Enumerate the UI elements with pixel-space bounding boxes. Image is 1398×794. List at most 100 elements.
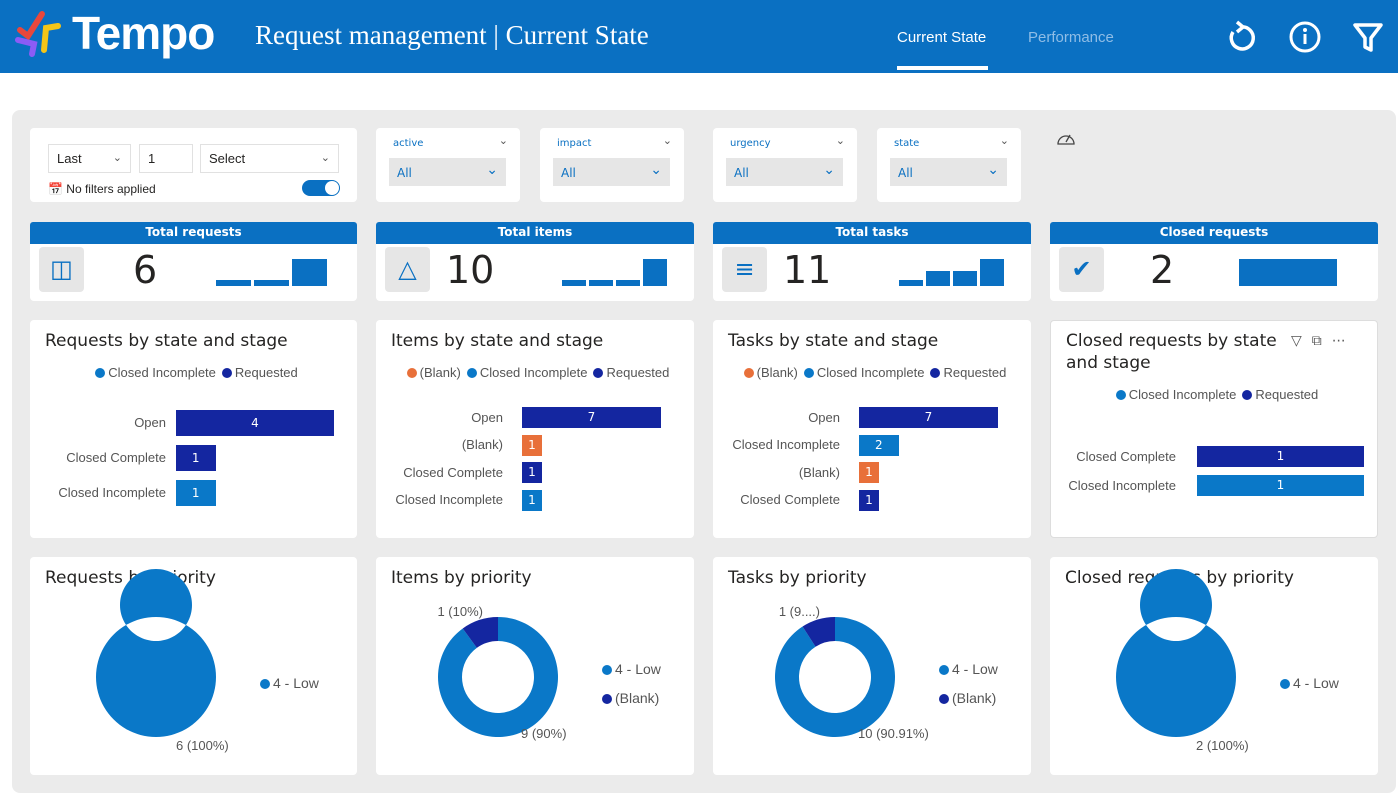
legend-label: 4 - Low bbox=[273, 675, 319, 691]
more-options-icon[interactable]: ⋯ bbox=[1331, 333, 1356, 349]
legend-item[interactable]: Requested bbox=[1236, 387, 1318, 402]
legend-item[interactable]: Closed Incomplete bbox=[798, 365, 924, 380]
donut-slice[interactable] bbox=[95, 569, 216, 737]
tab-current-state[interactable]: Current State bbox=[897, 29, 987, 46]
chart-card[interactable]: Requests by priority 6 (100%) 4 - Low bbox=[30, 557, 357, 775]
chart-legend: 4 - Low bbox=[1280, 669, 1339, 698]
page-title: Request management | Current State bbox=[255, 20, 649, 50]
filter-status: 📅 No filters applied bbox=[48, 182, 156, 196]
donut-data-label: 2 (100%) bbox=[1196, 738, 1249, 753]
bar-category-label: Closed Incomplete bbox=[395, 492, 503, 507]
slicer-dropdown[interactable]: All ⌄ bbox=[553, 158, 670, 186]
bar[interactable]: 1 bbox=[176, 445, 216, 471]
refresh-icon[interactable] bbox=[1225, 20, 1257, 54]
bar-category-label: Open bbox=[471, 409, 503, 425]
legend-dot bbox=[95, 368, 106, 378]
legend-dot bbox=[466, 368, 477, 378]
bar[interactable]: 1 bbox=[859, 489, 879, 511]
focus-mode-icon[interactable]: ⧉ bbox=[1311, 333, 1332, 349]
chart-legend: 4 - Low (Blank) bbox=[939, 655, 998, 713]
filter-icon[interactable] bbox=[1352, 20, 1384, 54]
donut-slice[interactable] bbox=[1115, 569, 1236, 737]
bar-value-label: 7 bbox=[924, 410, 933, 424]
visual-header-icons[interactable]: ▽⧉⋯ bbox=[1291, 333, 1356, 349]
legend-item[interactable]: Requested bbox=[587, 365, 669, 380]
date-mode-toggle[interactable] bbox=[302, 180, 340, 196]
legend-dot bbox=[221, 368, 232, 378]
chevron-down-icon[interactable]: ⌄ bbox=[662, 134, 672, 147]
bar[interactable]: 1 bbox=[522, 434, 542, 456]
chart-card[interactable]: Items by priority 9 (90%) 1 (10%) 4 - Low (B… bbox=[376, 557, 694, 775]
chevron-down-icon: ⌄ bbox=[987, 162, 999, 178]
legend-item[interactable]: Closed Incomplete bbox=[461, 365, 587, 380]
legend-item[interactable]: 4 - Low bbox=[1280, 669, 1339, 698]
info-icon[interactable] bbox=[1289, 20, 1321, 54]
chart-card[interactable]: Tasks by priority 10 (90.91%) 1 (9....) 4 -… bbox=[713, 557, 1031, 775]
legend-label: (Blank) bbox=[756, 365, 798, 380]
legend-item[interactable]: 4 - Low bbox=[602, 655, 661, 684]
donut-slice[interactable] bbox=[462, 617, 498, 648]
donut-data-label: 1 (10%) bbox=[437, 604, 483, 619]
donut-slice[interactable] bbox=[775, 617, 895, 737]
bar-category-label: Closed Complete bbox=[403, 464, 503, 480]
filter-status-text: No filters applied bbox=[66, 182, 156, 196]
bar[interactable]: 2 bbox=[859, 434, 899, 456]
chart-card[interactable]: Tasks by state and stage (Blank) Closed In… bbox=[713, 320, 1031, 538]
tab-performance[interactable]: Performance bbox=[1028, 29, 1114, 46]
chevron-down-icon[interactable]: ⌄ bbox=[835, 134, 845, 147]
period-dropdown[interactable]: Last ⌄ bbox=[48, 144, 131, 173]
chart-title: Requests by state and stage bbox=[45, 331, 288, 351]
bar-category-label: Closed Complete bbox=[740, 492, 840, 507]
legend-item[interactable]: Closed Incomplete bbox=[1110, 387, 1236, 402]
legend-label: Requested bbox=[234, 365, 298, 380]
bar[interactable]: 1 bbox=[176, 480, 216, 506]
chart-legend: Closed Incomplete Requested bbox=[1051, 387, 1377, 402]
legend-item[interactable]: Requested bbox=[924, 365, 1006, 380]
bar[interactable]: 1 bbox=[1197, 475, 1364, 496]
legend-item[interactable]: (Blank) bbox=[939, 684, 998, 713]
donut-chart bbox=[438, 617, 558, 737]
donut-slice[interactable] bbox=[438, 617, 558, 737]
chart-card[interactable]: Closed requests by state and stage ▽⧉⋯ Clo… bbox=[1050, 320, 1378, 538]
chevron-down-icon[interactable]: ⌄ bbox=[498, 134, 508, 147]
list-icon: ≡ bbox=[722, 247, 767, 292]
slicer-impact: impact ⌄ All ⌄ bbox=[540, 128, 684, 202]
bar[interactable]: 4 bbox=[176, 410, 334, 436]
bar[interactable]: 7 bbox=[859, 407, 998, 428]
kpi-card: Total requests ◫ 6 bbox=[30, 222, 357, 301]
chart-title: Items by priority bbox=[391, 568, 532, 588]
count-input[interactable]: 1 bbox=[139, 144, 193, 173]
kpi-card: Total items △ 10 bbox=[376, 222, 694, 301]
bar-value-label: 1 bbox=[528, 492, 536, 507]
legend-item[interactable]: 4 - Low bbox=[260, 669, 319, 698]
legend-item[interactable]: Closed Incomplete bbox=[89, 365, 216, 380]
donut-chart bbox=[775, 617, 895, 737]
filter-icon[interactable]: ▽ bbox=[1291, 333, 1312, 349]
chevron-down-icon[interactable]: ⌄ bbox=[999, 134, 1009, 147]
donut-slice[interactable] bbox=[802, 617, 835, 647]
bar[interactable]: 1 bbox=[522, 489, 542, 511]
slicer-dropdown[interactable]: All ⌄ bbox=[726, 158, 843, 186]
legend-item[interactable]: 4 - Low bbox=[939, 655, 998, 684]
reset-filters-icon[interactable] bbox=[1056, 128, 1076, 146]
legend-dot bbox=[1115, 390, 1126, 400]
bar[interactable]: 1 bbox=[522, 462, 542, 483]
bar[interactable]: 7 bbox=[522, 407, 661, 428]
slicer-dropdown[interactable]: All ⌄ bbox=[890, 158, 1007, 186]
unit-dropdown[interactable]: Select ⌄ bbox=[200, 144, 339, 173]
slicer-dropdown[interactable]: All ⌄ bbox=[389, 158, 506, 186]
bar[interactable]: 1 bbox=[1197, 446, 1364, 467]
legend-item[interactable]: (Blank) bbox=[401, 365, 461, 380]
chart-card[interactable]: Items by state and stage (Blank) Closed In… bbox=[376, 320, 694, 538]
bar-value-label: 1 bbox=[528, 465, 536, 479]
legend-item[interactable]: Requested bbox=[216, 365, 298, 380]
legend-item[interactable]: (Blank) bbox=[738, 365, 798, 380]
legend-dot bbox=[1242, 390, 1253, 400]
kpi-value: 6 bbox=[133, 248, 158, 292]
bar-value-label: 1 bbox=[191, 486, 200, 500]
chart-card[interactable]: Requests by state and stage Closed Incomp… bbox=[30, 320, 357, 538]
legend-item[interactable]: (Blank) bbox=[602, 684, 661, 713]
kpi-title: Total items bbox=[376, 222, 694, 244]
bar[interactable]: 1 bbox=[859, 462, 879, 483]
